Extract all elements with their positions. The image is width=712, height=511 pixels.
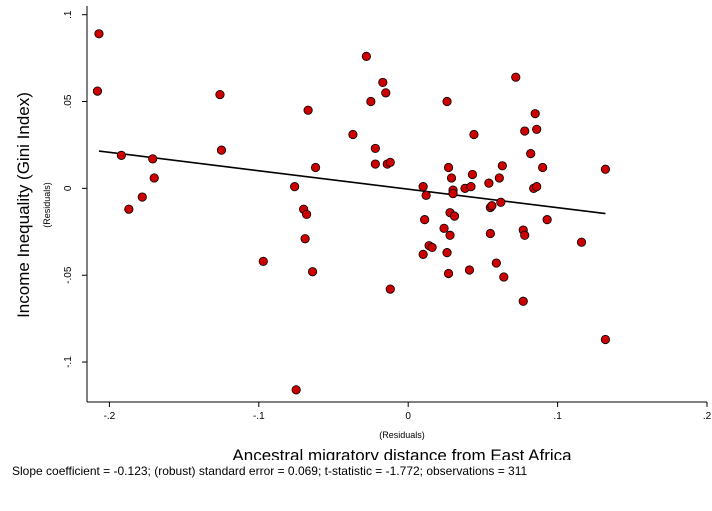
data-point [496, 197, 506, 207]
data-point [307, 267, 318, 277]
data-point [303, 105, 313, 115]
x-tick-label: 0 [405, 411, 411, 422]
data-point [484, 178, 494, 188]
scatter-chart: -.2 -.1 0 .1 .2 -.1 -.05 0 .05 .1 (Residuals) Inc… [14, 6, 712, 460]
data-point [497, 161, 507, 171]
data-point [148, 154, 158, 164]
data-point [421, 190, 431, 200]
data-point [366, 96, 376, 107]
data-point [445, 230, 455, 240]
y-tick-label: .05 [63, 94, 74, 108]
data-point [94, 29, 104, 39]
data-point [466, 182, 476, 192]
axes [86, 6, 707, 403]
x-tick-label: -.2 [104, 411, 116, 422]
data-points [92, 29, 611, 395]
data-point [370, 143, 380, 154]
data-point [600, 164, 611, 174]
data-point [448, 188, 458, 199]
data-point [446, 173, 457, 183]
data-point [378, 77, 388, 88]
data-point [420, 215, 430, 225]
data-point [92, 86, 103, 96]
fit-line-group [98, 150, 606, 215]
data-point [149, 173, 159, 183]
data-point [124, 204, 134, 214]
data-point [520, 126, 530, 136]
data-point [290, 182, 300, 192]
data-point [310, 162, 321, 173]
y-tick-label: -.05 [63, 266, 74, 284]
fit-line [98, 150, 606, 215]
data-point [385, 157, 395, 167]
data-point [469, 129, 479, 140]
data-point [300, 234, 310, 244]
data-point [442, 96, 452, 107]
data-point [443, 268, 454, 279]
data-point [385, 284, 395, 294]
data-point [467, 169, 478, 180]
x-tick-label: .1 [553, 411, 562, 422]
data-point [215, 89, 225, 100]
data-point [530, 109, 540, 119]
data-point [137, 192, 147, 202]
data-point [449, 211, 460, 221]
data-point [291, 385, 301, 395]
data-point [427, 242, 437, 253]
data-point [538, 162, 548, 173]
data-point [464, 265, 475, 275]
y-tick-label: 0 [63, 185, 74, 191]
data-point [370, 159, 380, 169]
x-tick-label: -.1 [253, 411, 265, 422]
data-point [491, 258, 501, 268]
data-point [361, 51, 371, 61]
data-point [511, 72, 521, 82]
data-point [526, 149, 536, 159]
data-point [542, 215, 552, 225]
data-point [418, 182, 428, 192]
data-point [532, 182, 542, 192]
data-point [381, 88, 391, 98]
data-point [418, 249, 428, 259]
x-tick-label: .2 [703, 411, 712, 422]
data-point [216, 145, 227, 155]
data-point [442, 248, 452, 258]
y-axis-title: Income Inequality (Gini Index) [14, 92, 33, 318]
x-axis-note: (Residuals) [379, 430, 425, 440]
data-point [348, 129, 358, 140]
data-point [520, 230, 530, 240]
y-tick-label: -.1 [63, 356, 74, 368]
data-point [494, 173, 504, 183]
data-point [600, 334, 611, 345]
footnote: Slope coefficient = -0.123; (robust) sta… [12, 464, 528, 478]
data-point [302, 209, 312, 220]
y-axis-note: (Residuals) [42, 182, 52, 228]
data-point [116, 150, 126, 160]
ticks: -.2 -.1 0 .1 .2 -.1 -.05 0 .05 .1 [63, 10, 712, 422]
data-point [499, 272, 509, 282]
data-point [258, 256, 268, 266]
data-point [439, 223, 449, 233]
data-point [443, 162, 454, 173]
y-tick-label: .1 [63, 10, 74, 19]
x-axis-title: Ancestral migratory distance from East A… [232, 446, 572, 460]
data-point [532, 124, 542, 134]
data-point [518, 296, 528, 306]
data-point [485, 228, 495, 239]
data-point [576, 237, 587, 247]
data-point [487, 201, 497, 211]
